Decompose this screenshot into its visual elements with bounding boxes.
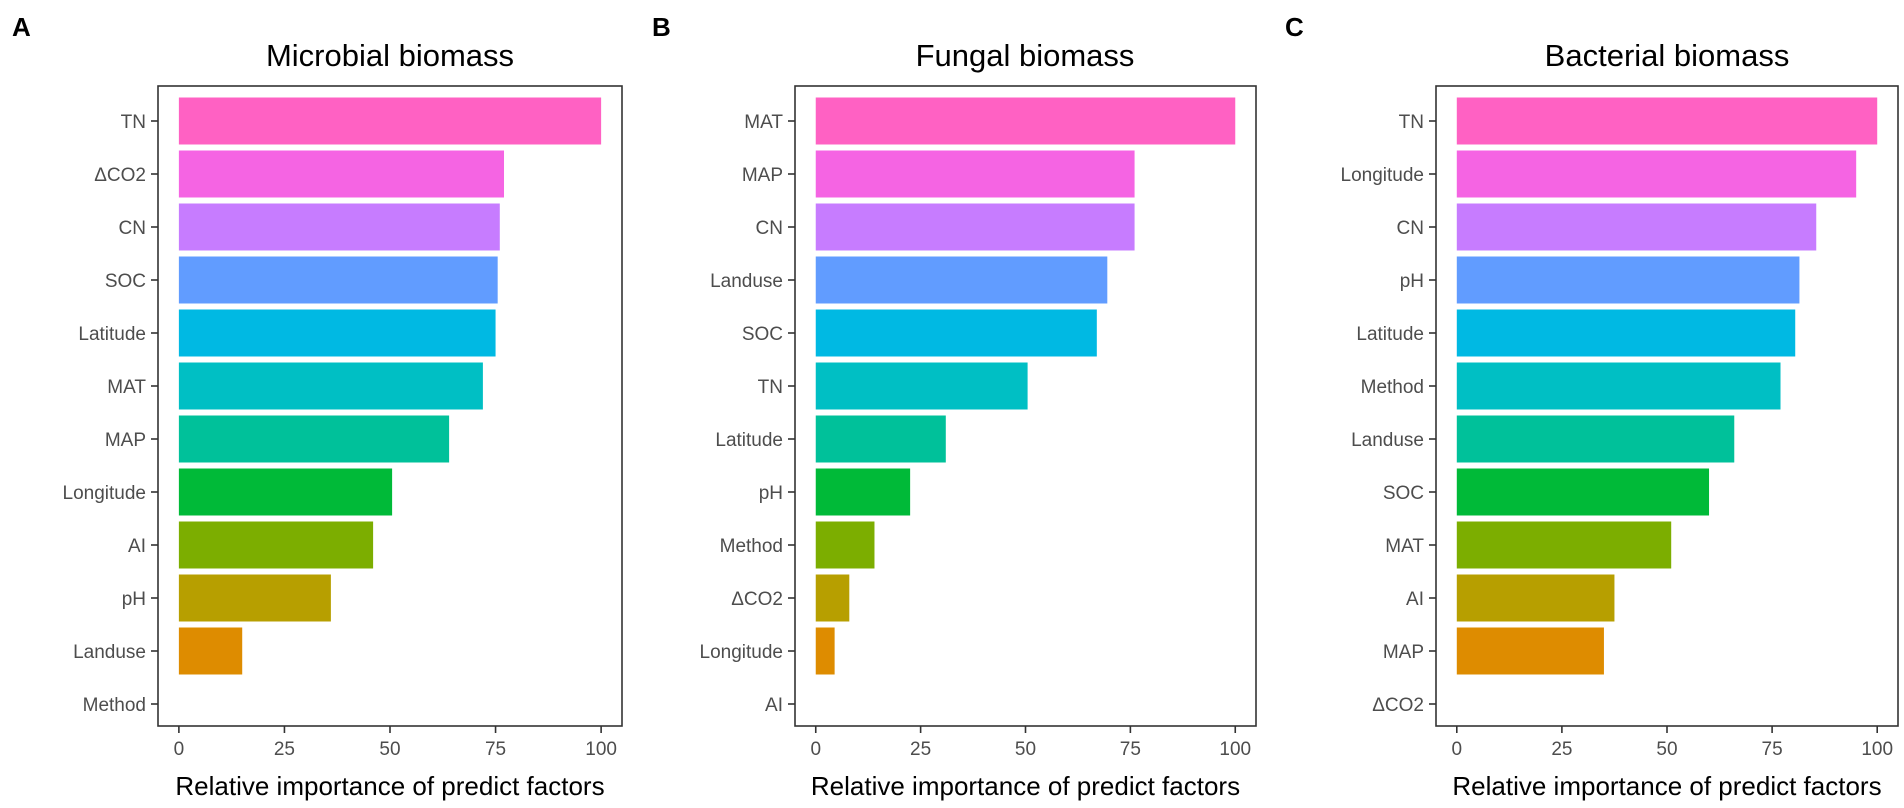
category-label: Landuse — [73, 642, 146, 663]
bar — [1456, 203, 1817, 251]
category-label: SOC — [1383, 483, 1424, 504]
category-label: SOC — [105, 271, 146, 292]
x-tick-label: 100 — [585, 739, 617, 760]
bar — [178, 362, 483, 410]
x-tick-label: 75 — [1762, 739, 1783, 760]
bar — [1456, 256, 1800, 304]
bar — [815, 521, 875, 569]
bar — [1456, 97, 1878, 145]
chart-title: Bacterial biomass — [1545, 38, 1790, 73]
category-label: CN — [756, 218, 783, 239]
category-label: Method — [1361, 377, 1424, 398]
category-label: CN — [1397, 218, 1424, 239]
bar — [178, 150, 505, 198]
category-label: SOC — [742, 324, 783, 345]
panel-label: B — [652, 12, 671, 42]
x-tick-label: 50 — [379, 739, 400, 760]
bar — [1456, 574, 1615, 622]
bar — [815, 468, 911, 516]
bar — [178, 627, 243, 675]
x-tick-label: 0 — [810, 739, 821, 760]
category-label: MAT — [1385, 536, 1424, 557]
category-label: AI — [765, 695, 783, 716]
category-label: Latitude — [1356, 324, 1424, 345]
bar — [1456, 521, 1672, 569]
category-label: TN — [758, 377, 783, 398]
category-label: AI — [1406, 589, 1424, 610]
category-label: CN — [119, 218, 146, 239]
bar — [178, 521, 374, 569]
category-label: MAT — [744, 112, 783, 133]
bar — [178, 97, 602, 145]
chart-title: Fungal biomass — [916, 38, 1135, 73]
category-label: TN — [121, 112, 146, 133]
category-label: ΔCO2 — [1372, 695, 1424, 716]
bar — [815, 150, 1135, 198]
chart-panel-c: C Bacterial biomass TN Longitude CN pH Latitud… — [1285, 12, 1899, 801]
category-label: pH — [759, 483, 783, 504]
x-tick-label: 25 — [1551, 739, 1572, 760]
bar — [815, 574, 850, 622]
bar — [815, 97, 1236, 145]
panel-label: C — [1285, 12, 1304, 42]
category-label: Method — [83, 695, 146, 716]
category-label: MAP — [742, 165, 783, 186]
bar — [815, 309, 1097, 357]
bar — [178, 415, 450, 463]
category-label: Latitude — [78, 324, 146, 345]
x-tick-label: 100 — [1861, 739, 1893, 760]
category-label: ΔCO2 — [94, 165, 146, 186]
bar — [1456, 309, 1796, 357]
bar — [815, 256, 1108, 304]
chart-panel-b: B Fungal biomass MAT MAP CN Landuse SOC TN Latit… — [652, 12, 1257, 801]
x-tick-label: 0 — [174, 739, 185, 760]
x-tick-label: 50 — [1656, 739, 1677, 760]
bar — [815, 627, 835, 675]
panel-label: A — [12, 12, 31, 42]
category-label: Longitude — [1341, 165, 1424, 186]
category-label: TN — [1399, 112, 1424, 133]
category-label: pH — [1400, 271, 1424, 292]
chart-title: Microbial biomass — [266, 38, 514, 73]
x-tick-label: 100 — [1219, 739, 1251, 760]
category-label: MAP — [1383, 642, 1424, 663]
category-label: Method — [720, 536, 783, 557]
bar — [178, 203, 500, 251]
chart-panel-a: A Microbial biomass TN ΔCO2 CN SOC Latitude MAT… — [12, 12, 623, 801]
bar — [1456, 627, 1604, 675]
category-label: Longitude — [700, 642, 783, 663]
category-label: Landuse — [710, 271, 783, 292]
x-tick-label: 75 — [1120, 739, 1141, 760]
bar — [815, 415, 946, 463]
category-label: pH — [122, 589, 146, 610]
category-label: ΔCO2 — [731, 589, 783, 610]
bar — [1456, 362, 1781, 410]
bar — [1456, 415, 1735, 463]
x-tick-label: 25 — [274, 739, 295, 760]
category-label: MAP — [105, 430, 146, 451]
bar — [1456, 468, 1710, 516]
category-label: Longitude — [63, 483, 146, 504]
bar — [178, 574, 331, 622]
bar — [1456, 150, 1857, 198]
category-label: Landuse — [1351, 430, 1424, 451]
category-label: AI — [128, 536, 146, 557]
x-tick-label: 25 — [910, 739, 931, 760]
x-tick-label: 75 — [485, 739, 506, 760]
x-tick-label: 0 — [1452, 739, 1463, 760]
x-axis-label: Relative importance of predict factors — [811, 771, 1240, 801]
x-axis-label: Relative importance of predict factors — [1452, 771, 1881, 801]
bar — [178, 309, 496, 357]
bar — [178, 468, 393, 516]
category-label: MAT — [107, 377, 146, 398]
bar — [815, 362, 1028, 410]
bar — [178, 256, 498, 304]
category-label: Latitude — [715, 430, 783, 451]
x-tick-label: 50 — [1015, 739, 1036, 760]
bar — [815, 203, 1135, 251]
x-axis-label: Relative importance of predict factors — [175, 771, 604, 801]
